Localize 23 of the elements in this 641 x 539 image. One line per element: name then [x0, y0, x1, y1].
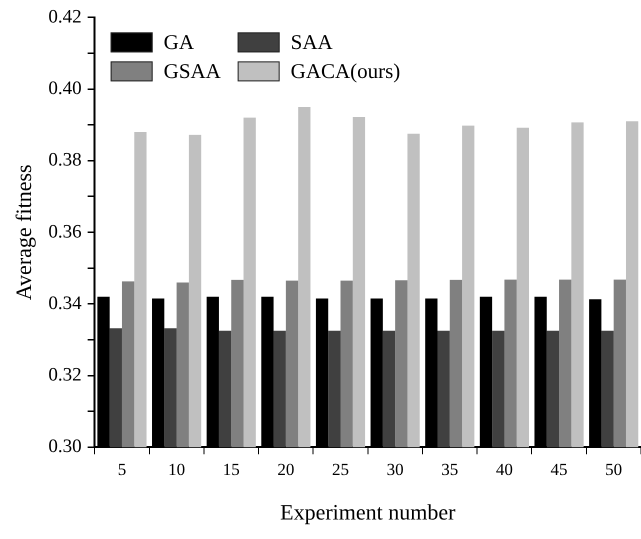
x-tick-label: 40 — [496, 460, 513, 479]
y-tick-label: 0.34 — [48, 292, 82, 314]
x-tick-label: 25 — [332, 460, 350, 479]
x-tick-label: 50 — [605, 460, 622, 479]
y-axis-title: Average fitness — [10, 164, 36, 300]
y-tick-label: 0.40 — [48, 78, 82, 100]
x-tick-label: 20 — [277, 460, 294, 479]
legend-label: GA — [164, 30, 195, 54]
legend-label: SAA — [290, 30, 334, 54]
y-tick-label: 0.42 — [48, 6, 82, 28]
legend-label: GACA(ours) — [290, 58, 400, 83]
y-tick-label: 0.30 — [48, 436, 82, 458]
y-tick-label: 0.32 — [48, 364, 82, 386]
y-tick-label: 0.36 — [48, 221, 82, 242]
x-tick-label: 15 — [222, 460, 240, 479]
x-axis-title: Experiment number — [280, 500, 456, 525]
y-tick-label: 0.38 — [48, 150, 82, 171]
x-tick-label: 10 — [168, 460, 186, 479]
x-tick-label: 35 — [441, 460, 458, 479]
x-tick-label: 30 — [386, 460, 404, 479]
legend-label: GSAA — [164, 58, 222, 83]
x-tick-label: 5 — [118, 460, 126, 479]
x-tick-label: 45 — [550, 460, 568, 479]
